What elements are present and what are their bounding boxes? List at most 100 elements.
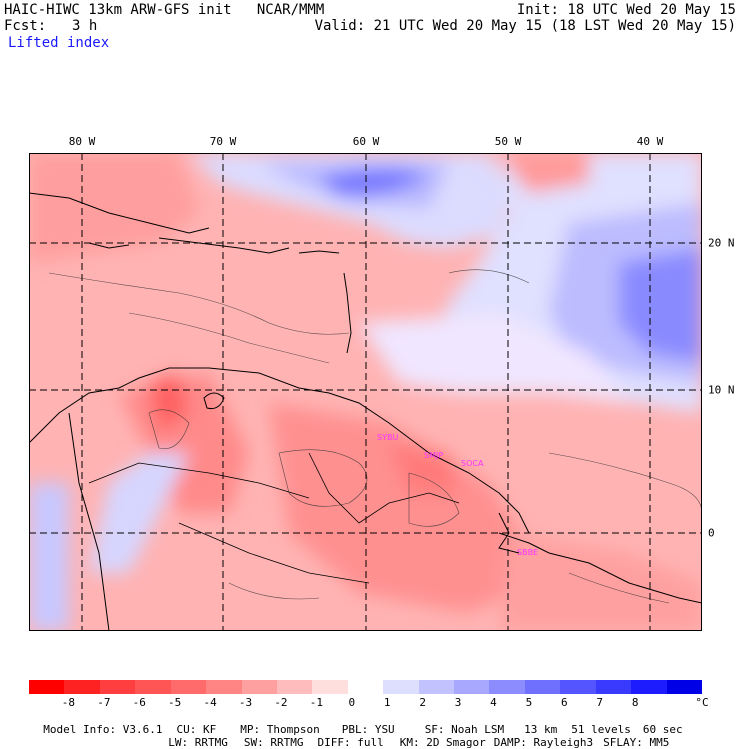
contour-line-5 bbox=[148, 409, 190, 450]
colorbar-tick-label: 6 bbox=[561, 696, 568, 709]
time-step: 60 sec bbox=[642, 723, 683, 736]
coastline-pacific bbox=[68, 412, 110, 631]
colorbar-swatch bbox=[276, 680, 313, 694]
contour-line-1 bbox=[48, 272, 350, 335]
colorbar-tick-label: -1 bbox=[309, 696, 323, 709]
lat-label-20n: 20 N bbox=[708, 236, 735, 250]
border-brazil-north bbox=[178, 522, 370, 584]
coastline-jamaica bbox=[88, 242, 130, 249]
pbl-scheme: PBL: YSU bbox=[341, 723, 395, 736]
coastline-cuba bbox=[29, 192, 210, 234]
unstable-patch-ne bbox=[499, 153, 589, 193]
contour-line-4 bbox=[408, 472, 460, 527]
unstable-max-andes bbox=[149, 373, 189, 433]
unstable-region-se bbox=[499, 533, 702, 631]
colorbar-swatch bbox=[347, 680, 384, 694]
colorbar-tick-label: -6 bbox=[132, 696, 146, 709]
lon-label-70w: 70 W bbox=[209, 135, 237, 148]
contour-line-6 bbox=[548, 452, 702, 514]
lat-label-10n: 10 N bbox=[708, 383, 735, 397]
map-frame bbox=[29, 153, 702, 631]
grid-spacing: 13 km bbox=[524, 723, 558, 736]
colorbar-swatch bbox=[241, 680, 277, 694]
colorbar-swatch bbox=[170, 680, 207, 694]
colorbar-swatch bbox=[666, 680, 703, 694]
colorbar bbox=[29, 680, 703, 694]
station-label-soca: SOCA bbox=[461, 459, 484, 468]
contour-line-8 bbox=[568, 572, 670, 604]
station-label-smjp: SMJP bbox=[424, 451, 443, 460]
unstable-region-andes bbox=[119, 373, 249, 513]
footer-line-2: LW: RRTMG SW: RRTMG DIFF: full KM: 2D Smago… bbox=[155, 725, 669, 749]
amazon-delta bbox=[498, 512, 520, 554]
lon-label-80w: 80 W bbox=[68, 135, 96, 148]
stable-pacific bbox=[29, 483, 69, 631]
colorbar-swatch bbox=[560, 680, 596, 694]
sflay-option: SFLAY: MM5 bbox=[603, 736, 670, 749]
damp-option: DAMP: Rayleigh3 bbox=[493, 736, 594, 749]
colorbar-tick-label: 7 bbox=[596, 696, 604, 709]
colorbar-swatch bbox=[312, 680, 348, 694]
border-colombia-venezuela bbox=[88, 462, 310, 499]
colorbar-swatch bbox=[135, 680, 171, 694]
stable-max-north bbox=[319, 166, 429, 198]
colorbar-swatch bbox=[524, 680, 561, 694]
colorbar-tick-label: 2 bbox=[419, 696, 426, 709]
unstable-max-guiana bbox=[389, 443, 459, 493]
contour-line-7 bbox=[448, 269, 530, 284]
colorbar-tick-label: 4 bbox=[490, 696, 497, 709]
colorbar-tick-label: -2 bbox=[274, 696, 288, 709]
colorbar-tick-label: -4 bbox=[203, 696, 217, 709]
sw-scheme: SW: RRTMG bbox=[243, 736, 304, 749]
coastline-puerto-rico bbox=[298, 250, 340, 254]
diff-option: DIFF: full bbox=[317, 736, 384, 749]
lon-label-50w: 50 W bbox=[494, 135, 522, 148]
station-label-sybu: SYBU bbox=[377, 433, 398, 442]
unstable-region-caribbean bbox=[29, 153, 199, 263]
vertical-levels: 51 levels bbox=[571, 723, 631, 736]
coastline-hispaniola bbox=[158, 237, 290, 254]
sf-scheme: SF: Noah LSM bbox=[424, 723, 505, 736]
colorbar-tick-label: -8 bbox=[61, 696, 76, 709]
colorbar-swatch bbox=[418, 680, 455, 694]
stable-max-east bbox=[619, 248, 702, 363]
lake-maracaibo bbox=[203, 392, 225, 409]
lw-scheme: LW: RRTMG bbox=[168, 736, 228, 749]
header-title: HAIC-HIWC 13km ARW-GFS init NCAR/MMM bbox=[4, 2, 325, 18]
lon-label-40w: 40 W bbox=[636, 135, 664, 148]
km-option: KM: 2D Smagor bbox=[399, 736, 486, 749]
colorbar-swatch bbox=[631, 680, 667, 694]
neutral-band bbox=[359, 313, 629, 403]
lifted-index-map: SYBU SMJP SOCA SBBE bbox=[29, 153, 702, 631]
field-name: Lifted index bbox=[8, 35, 110, 51]
colorbar-tick-label: 3 bbox=[454, 696, 462, 709]
forecast-label: Fcst: bbox=[4, 18, 47, 34]
colorbar-tick-label: 1 bbox=[383, 696, 391, 709]
contour-line-9 bbox=[228, 582, 320, 600]
contour-line-2 bbox=[128, 312, 330, 364]
colorbar-swatch bbox=[383, 680, 419, 694]
colorbar-swatch bbox=[595, 680, 632, 694]
coastline-brazil bbox=[498, 532, 702, 604]
colorbar-tick-label: -7 bbox=[97, 696, 111, 709]
coastline-lesser-antilles bbox=[343, 272, 352, 354]
colorbar-tick-label: -5 bbox=[168, 696, 182, 709]
border-guianas bbox=[308, 452, 460, 524]
stable-andes-valley bbox=[89, 453, 189, 573]
model-info: Model Info: V3.6.1 bbox=[43, 723, 163, 736]
colorbar-tick-label: 0 bbox=[348, 696, 356, 709]
colorbar-swatch bbox=[64, 680, 100, 694]
colorbar-swatch bbox=[454, 680, 490, 694]
lon-label-60w: 60 W bbox=[352, 135, 380, 148]
colorbar-units: °C bbox=[695, 696, 709, 709]
mp-scheme: MP: Thompson bbox=[240, 723, 320, 736]
valid-time: Valid: 21 UTC Wed 20 May 15 (18 LST Wed … bbox=[314, 18, 736, 34]
colorbar-swatch bbox=[29, 680, 65, 694]
colorbar-swatch bbox=[206, 680, 242, 694]
colorbar-tick-label: 5 bbox=[525, 696, 533, 709]
footer-line-1: Model Info: V3.6.1 CU: KF MP: Thompson PBL:… bbox=[30, 712, 683, 736]
station-label-sbbe: SBBE bbox=[517, 548, 538, 557]
cu-scheme: CU: KF bbox=[176, 723, 217, 736]
colorbar-swatch bbox=[489, 680, 525, 694]
colorbar-tick-label: -3 bbox=[238, 696, 253, 709]
